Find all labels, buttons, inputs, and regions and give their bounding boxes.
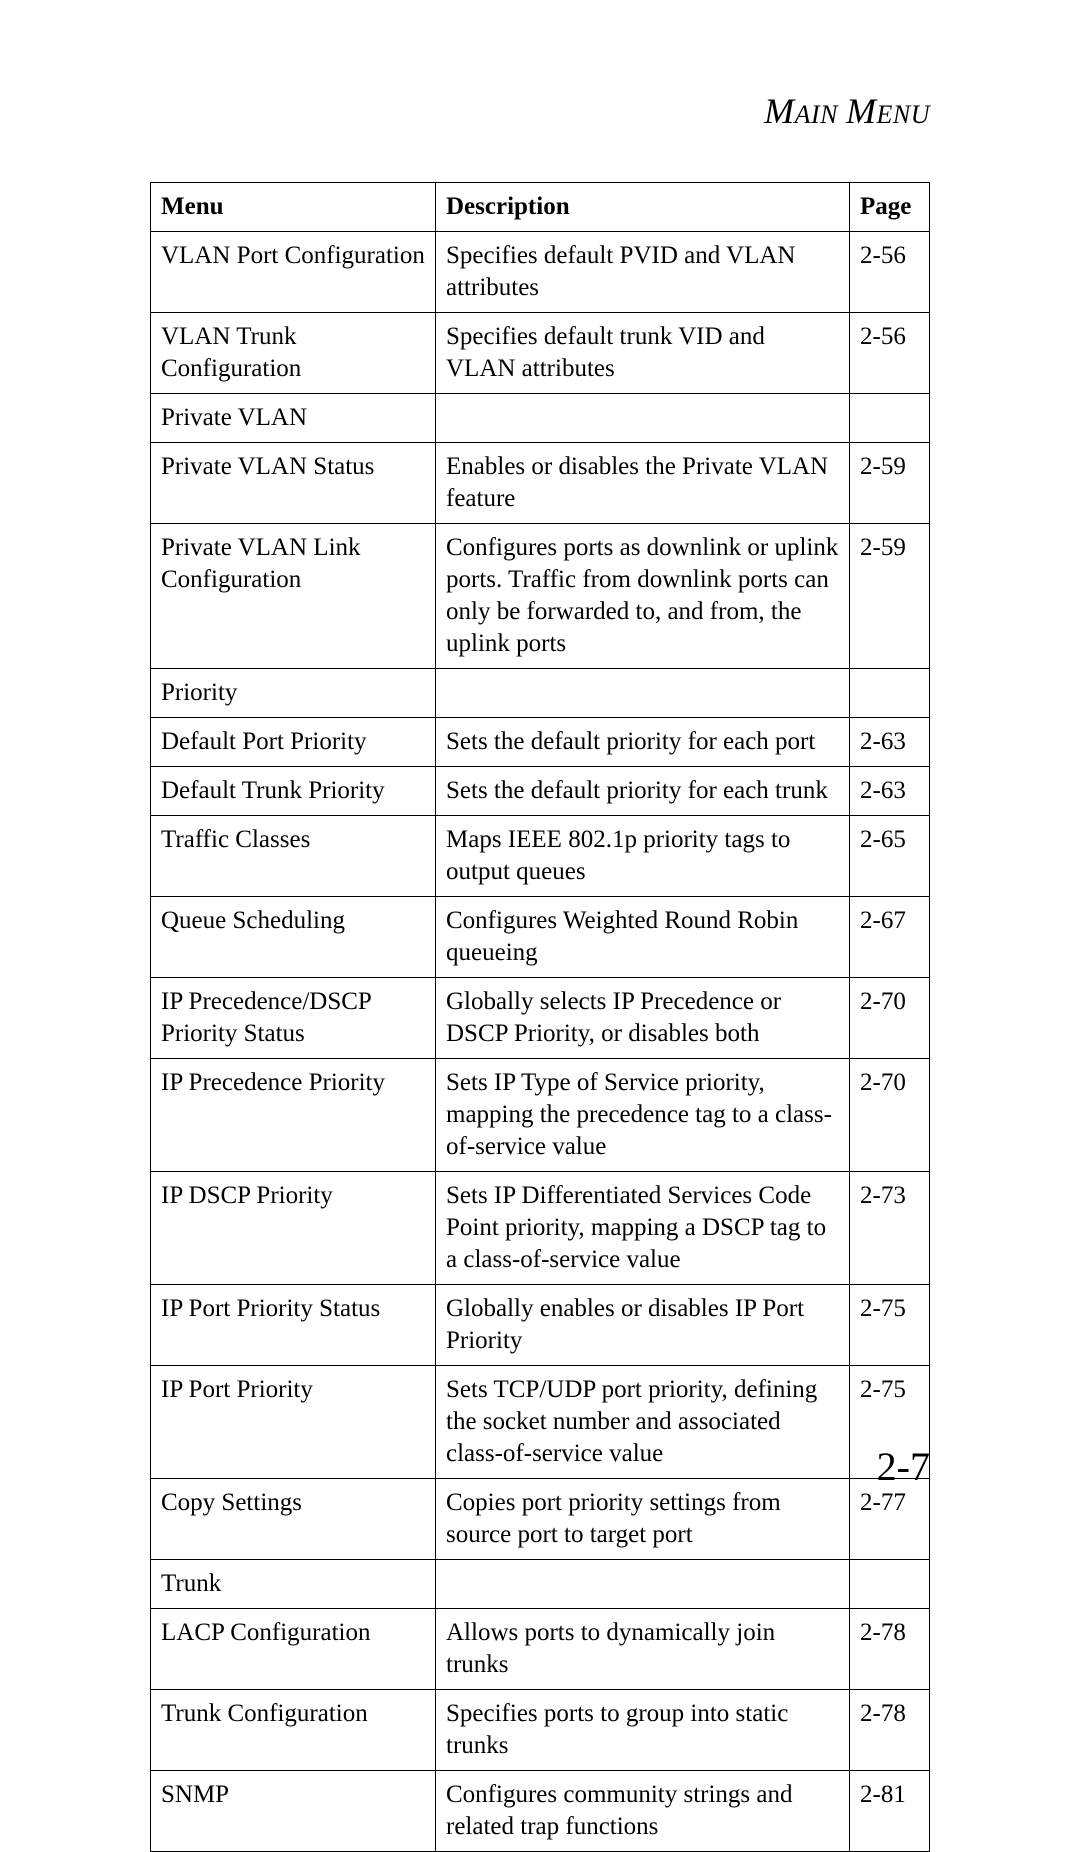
table-row: LACP ConfigurationAllows ports to dynami… — [151, 1609, 930, 1690]
page-cell — [850, 1560, 930, 1609]
header-rest: AIN — [795, 100, 838, 129]
table-row: IP Port Priority StatusGlobally enables … — [151, 1285, 930, 1366]
table-row: Trunk ConfigurationSpecifies ports to gr… — [151, 1690, 930, 1771]
col-header-menu: Menu — [151, 183, 436, 232]
description-cell: Sets the default priority for each port — [436, 718, 850, 767]
page-cell: 2-77 — [850, 1479, 930, 1560]
table-header-row: Menu Description Page — [151, 183, 930, 232]
table-row: Default Port PrioritySets the default pr… — [151, 718, 930, 767]
menu-cell: VLAN Port Configuration — [151, 232, 436, 313]
description-cell: Specifies default PVID and VLAN attribut… — [436, 232, 850, 313]
header-initial-cap: M — [764, 91, 795, 131]
table-row: Private VLAN StatusEnables or disables t… — [151, 443, 930, 524]
menu-cell: IP Port Priority — [151, 1366, 436, 1479]
menu-cell: IP DSCP Priority — [151, 1172, 436, 1285]
table-row: Private VLAN Link ConfigurationConfigure… — [151, 524, 930, 669]
page-cell: 2-63 — [850, 767, 930, 816]
page-cell: 2-59 — [850, 443, 930, 524]
description-cell: Maps IEEE 802.1p priority tags to output… — [436, 816, 850, 897]
description-cell — [436, 1560, 850, 1609]
menu-cell: IP Precedence/DSCP Priority Status — [151, 978, 436, 1059]
header-rest: ENU — [877, 100, 931, 129]
description-cell: Allows ports to dynamically join trunks — [436, 1609, 850, 1690]
menu-cell: Priority — [151, 669, 436, 718]
page-cell: 2-65 — [850, 816, 930, 897]
page-cell: 2-70 — [850, 978, 930, 1059]
table-row: Priority — [151, 669, 930, 718]
page-cell: 2-56 — [850, 313, 930, 394]
page-cell: 2-78 — [850, 1690, 930, 1771]
description-cell: Globally selects IP Precedence or DSCP P… — [436, 978, 850, 1059]
table-row: IP DSCP PrioritySets IP Differentiated S… — [151, 1172, 930, 1285]
page-cell: 2-70 — [850, 1059, 930, 1172]
description-cell: Sets IP Differentiated Services Code Poi… — [436, 1172, 850, 1285]
table-row: IP Precedence/DSCP Priority StatusGlobal… — [151, 978, 930, 1059]
col-header-page: Page — [850, 183, 930, 232]
menu-cell: Traffic Classes — [151, 816, 436, 897]
description-cell: Configures community strings and related… — [436, 1771, 850, 1852]
page-cell: 2-75 — [850, 1285, 930, 1366]
menu-cell: Copy Settings — [151, 1479, 436, 1560]
description-cell: Specifies default trunk VID and VLAN att… — [436, 313, 850, 394]
description-cell: Globally enables or disables IP Port Pri… — [436, 1285, 850, 1366]
description-cell — [436, 394, 850, 443]
menu-cell: Queue Scheduling — [151, 897, 436, 978]
menu-cell: Private VLAN Status — [151, 443, 436, 524]
table-row: Trunk — [151, 1560, 930, 1609]
description-cell: Sets the default priority for each trunk — [436, 767, 850, 816]
description-cell: Configures ports as downlink or uplink p… — [436, 524, 850, 669]
description-cell: Sets TCP/UDP port priority, defining the… — [436, 1366, 850, 1479]
col-header-description: Description — [436, 183, 850, 232]
menu-cell: IP Port Priority Status — [151, 1285, 436, 1366]
page-cell: 2-63 — [850, 718, 930, 767]
description-cell: Specifies ports to group into static tru… — [436, 1690, 850, 1771]
description-cell: Configures Weighted Round Robin queueing — [436, 897, 850, 978]
table-row: Queue SchedulingConfigures Weighted Roun… — [151, 897, 930, 978]
page-section-header: MAIN MENU — [150, 90, 930, 132]
menu-cell: Trunk — [151, 1560, 436, 1609]
menu-cell: VLAN Trunk Configuration — [151, 313, 436, 394]
table-row: IP Port PrioritySets TCP/UDP port priori… — [151, 1366, 930, 1479]
menu-table: Menu Description Page VLAN Port Configur… — [150, 182, 930, 1852]
menu-cell: LACP Configuration — [151, 1609, 436, 1690]
description-cell: Copies port priority settings from sourc… — [436, 1479, 850, 1560]
table-row: VLAN Trunk ConfigurationSpecifies defaul… — [151, 313, 930, 394]
table-row: Private VLAN — [151, 394, 930, 443]
table-row: Traffic ClassesMaps IEEE 802.1p priority… — [151, 816, 930, 897]
page-cell: 2-56 — [850, 232, 930, 313]
description-cell — [436, 669, 850, 718]
page-cell: 2-59 — [850, 524, 930, 669]
menu-cell: Default Trunk Priority — [151, 767, 436, 816]
page-cell: 2-81 — [850, 1771, 930, 1852]
menu-cell: Private VLAN Link Configuration — [151, 524, 436, 669]
header-word-2: MENU — [846, 97, 930, 130]
table-row: Default Trunk PrioritySets the default p… — [151, 767, 930, 816]
page-cell — [850, 394, 930, 443]
page-cell: 2-67 — [850, 897, 930, 978]
menu-cell: Trunk Configuration — [151, 1690, 436, 1771]
description-cell: Enables or disables the Private VLAN fea… — [436, 443, 850, 524]
page-number: 2-7 — [877, 1443, 930, 1490]
table-row: SNMPConfigures community strings and rel… — [151, 1771, 930, 1852]
table-row: Copy SettingsCopies port priority settin… — [151, 1479, 930, 1560]
header-initial-cap: M — [846, 91, 877, 131]
table-body: VLAN Port ConfigurationSpecifies default… — [151, 232, 930, 1852]
menu-cell: Private VLAN — [151, 394, 436, 443]
page: MAIN MENU Menu Description Page VLAN Por… — [0, 0, 1080, 1570]
menu-cell: SNMP — [151, 1771, 436, 1852]
page-cell — [850, 669, 930, 718]
table-row: IP Precedence PrioritySets IP Type of Se… — [151, 1059, 930, 1172]
description-cell: Sets IP Type of Service priority, mappin… — [436, 1059, 850, 1172]
table-row: VLAN Port ConfigurationSpecifies default… — [151, 232, 930, 313]
header-word-1: MAIN — [764, 97, 838, 130]
page-cell: 2-73 — [850, 1172, 930, 1285]
menu-cell: Default Port Priority — [151, 718, 436, 767]
menu-cell: IP Precedence Priority — [151, 1059, 436, 1172]
page-cell: 2-78 — [850, 1609, 930, 1690]
